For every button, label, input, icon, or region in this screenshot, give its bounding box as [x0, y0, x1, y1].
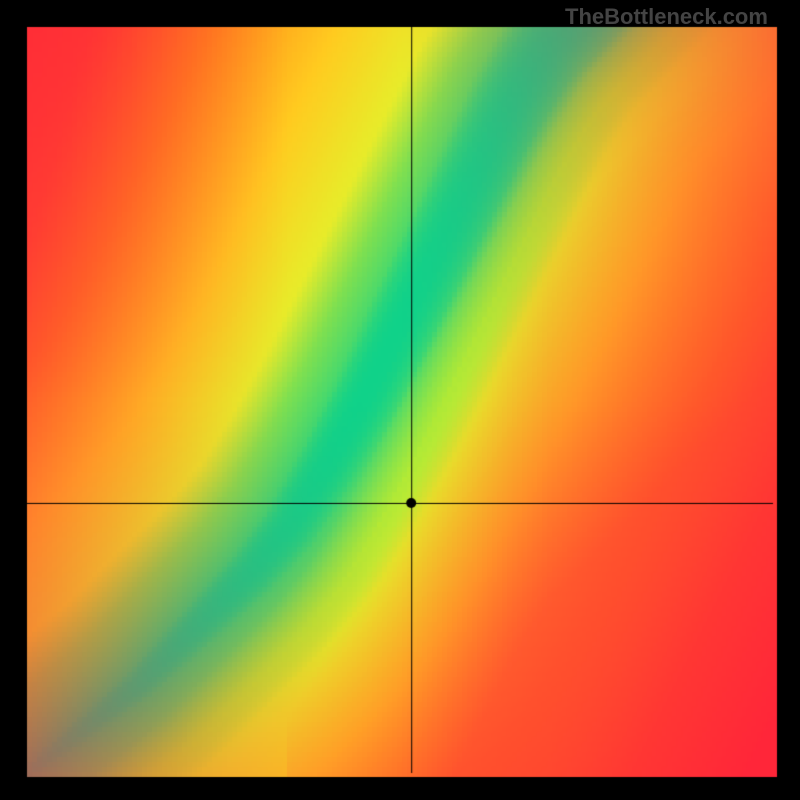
bottleneck-heatmap — [0, 0, 800, 800]
watermark-text: TheBottleneck.com — [565, 4, 768, 30]
chart-container: TheBottleneck.com — [0, 0, 800, 800]
